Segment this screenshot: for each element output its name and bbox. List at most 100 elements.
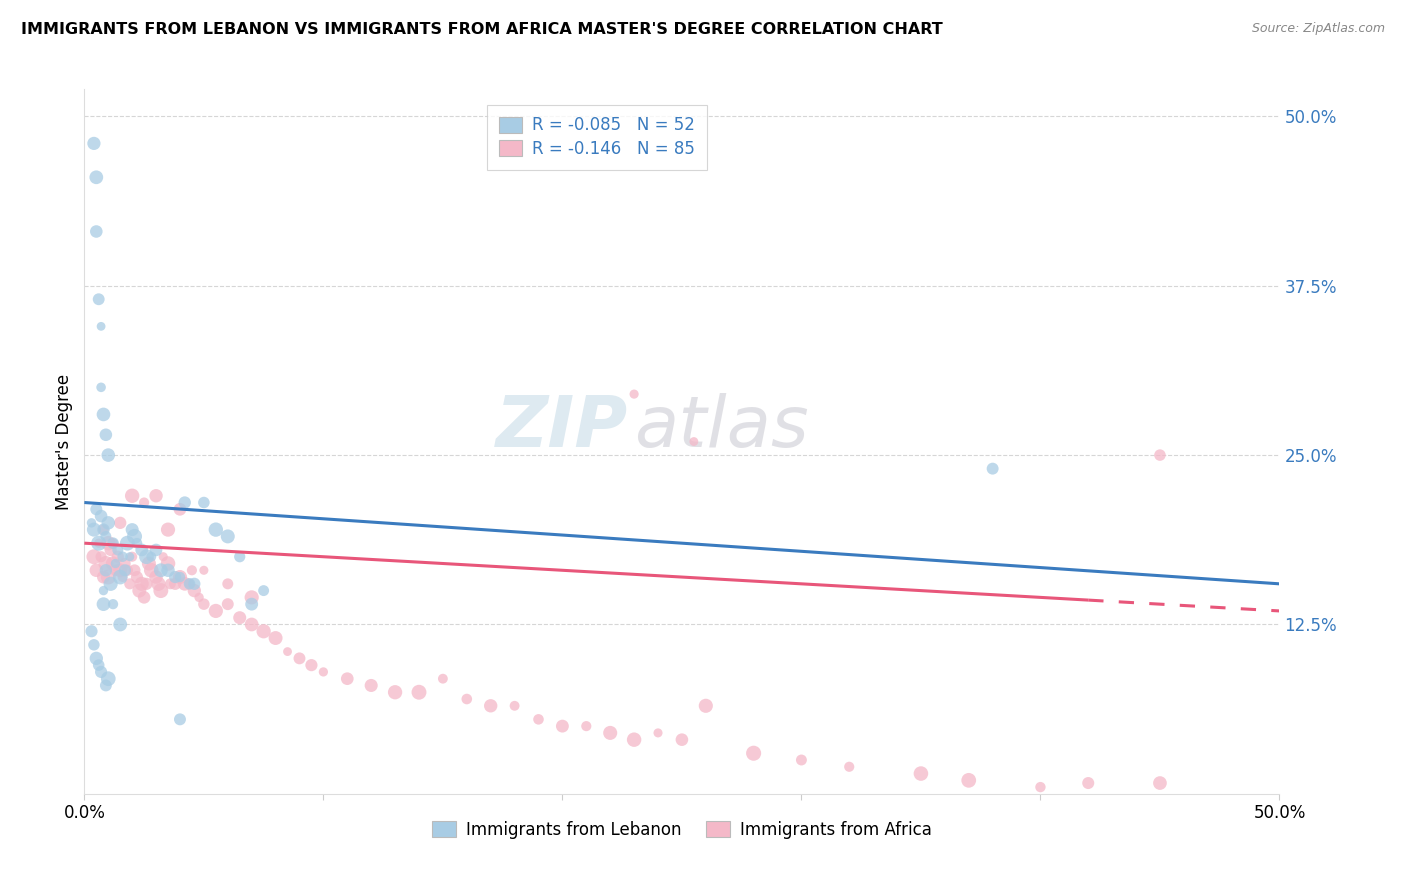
Point <box>94 557 117 571</box>
Point <box>111 549 134 564</box>
Point <box>671 732 693 747</box>
Point <box>623 387 645 401</box>
Point <box>101 536 124 550</box>
Point <box>173 495 195 509</box>
Point <box>157 557 180 571</box>
Point <box>217 529 239 543</box>
Point <box>188 591 211 605</box>
Point <box>118 549 141 564</box>
Point <box>94 563 117 577</box>
Point <box>575 719 598 733</box>
Point <box>135 549 157 564</box>
Point <box>217 577 239 591</box>
Point <box>336 672 359 686</box>
Point <box>93 583 115 598</box>
Point <box>90 509 112 524</box>
Point <box>193 495 215 509</box>
Point <box>527 712 550 726</box>
Point <box>111 570 134 584</box>
Point <box>80 624 103 639</box>
Point <box>86 651 108 665</box>
Point <box>408 685 430 699</box>
Point <box>432 672 454 686</box>
Point <box>83 549 105 564</box>
Point <box>110 563 132 577</box>
Point <box>183 583 205 598</box>
Point <box>148 577 170 591</box>
Point <box>193 597 215 611</box>
Point <box>838 760 860 774</box>
Point <box>240 597 263 611</box>
Point <box>104 557 127 571</box>
Point <box>205 523 228 537</box>
Point <box>124 529 146 543</box>
Point <box>90 549 112 564</box>
Point <box>125 536 148 550</box>
Point <box>93 523 115 537</box>
Point <box>94 529 117 543</box>
Point <box>312 665 335 679</box>
Point <box>599 726 621 740</box>
Point <box>205 604 228 618</box>
Legend: Immigrants from Lebanon, Immigrants from Africa: Immigrants from Lebanon, Immigrants from… <box>422 811 942 849</box>
Point <box>157 523 180 537</box>
Point <box>910 766 932 780</box>
Point <box>169 712 191 726</box>
Point <box>100 543 122 558</box>
Point <box>132 495 156 509</box>
Point <box>117 536 139 550</box>
Point <box>93 570 115 584</box>
Point <box>229 549 252 564</box>
Point <box>145 543 167 558</box>
Point <box>86 170 108 185</box>
Point <box>384 685 406 699</box>
Point <box>159 577 181 591</box>
Point <box>152 549 174 564</box>
Point <box>264 631 287 645</box>
Point <box>1029 780 1052 794</box>
Point <box>101 557 124 571</box>
Point <box>253 624 276 639</box>
Point <box>124 563 146 577</box>
Point <box>138 557 160 571</box>
Point <box>83 523 105 537</box>
Point <box>193 563 215 577</box>
Point <box>1149 776 1171 790</box>
Point <box>183 577 205 591</box>
Point <box>131 577 153 591</box>
Point <box>94 427 117 442</box>
Point <box>957 773 980 788</box>
Point <box>121 523 143 537</box>
Point <box>97 672 120 686</box>
Point <box>86 563 108 577</box>
Point <box>128 583 150 598</box>
Point <box>135 577 157 591</box>
Point <box>141 549 163 564</box>
Point <box>647 726 669 740</box>
Point <box>145 489 167 503</box>
Point <box>97 570 120 584</box>
Point <box>86 225 108 239</box>
Text: ZIP: ZIP <box>496 393 628 462</box>
Point <box>695 698 717 713</box>
Point <box>86 502 108 516</box>
Point <box>169 570 191 584</box>
Point <box>149 563 172 577</box>
Point <box>101 536 124 550</box>
Point <box>683 434 706 449</box>
Point <box>149 583 172 598</box>
Point <box>790 753 813 767</box>
Point <box>1077 776 1099 790</box>
Point <box>87 536 110 550</box>
Point <box>981 461 1004 475</box>
Point <box>623 732 645 747</box>
Point <box>118 577 141 591</box>
Point <box>131 543 153 558</box>
Point <box>93 597 115 611</box>
Y-axis label: Master's Degree: Master's Degree <box>55 374 73 509</box>
Point <box>107 543 129 558</box>
Point <box>217 597 239 611</box>
Point <box>253 583 276 598</box>
Point <box>90 665 112 679</box>
Point <box>90 319 112 334</box>
